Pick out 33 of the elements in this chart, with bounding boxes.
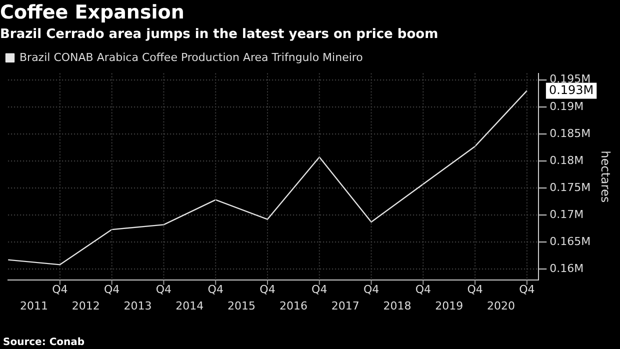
y-tick-label: 0.175M (550, 180, 591, 194)
y-tick-label: 0.16M (550, 262, 584, 275)
source-note: Source: Conab (3, 337, 85, 348)
annotation: Q4 (156, 283, 172, 296)
legend-label: Brazil CONAB Arabica Coffee Production Area Trifngulo Mineiro (20, 50, 364, 64)
annotation: Q4 (52, 283, 68, 296)
annotation: Q4 (104, 283, 120, 296)
x-tick-label: 2011 (20, 299, 48, 312)
x-tick-label: 2014 (176, 299, 204, 312)
annotation: Q4 (467, 283, 483, 296)
chart-subtitle: Brazil Cerrado area jumps in the latest years on price boom (0, 26, 438, 42)
y-tick-label: 0.185M (550, 126, 591, 140)
y-tick-label: 0.19M (550, 100, 584, 113)
annotation: Q4 (519, 283, 535, 296)
y-tick-label: 0.165M (550, 234, 591, 248)
annotation: Q4 (415, 283, 431, 296)
x-tick-label: 2020 (487, 299, 515, 312)
chart-title: Coffee Expansion (0, 1, 184, 24)
annotation: Q4 (208, 283, 224, 296)
x-tick-label: 2018 (383, 299, 412, 312)
x-tick-label: 2016 (279, 299, 308, 312)
x-tick-label: 2019 (435, 299, 464, 312)
x-tick-label: 2017 (331, 299, 360, 312)
y-tick-label: 0.18M (550, 154, 584, 167)
annotation: Q4 (260, 283, 276, 296)
annotation: Q4 (312, 283, 328, 296)
x-tick-label: 2013 (124, 299, 152, 312)
annotation: 0.193M (548, 82, 594, 97)
y-tick-label: 0.17M (550, 208, 584, 221)
x-tick-label: 2015 (228, 299, 256, 312)
x-tick-label: 2012 (72, 299, 100, 312)
annotation: Q4 (363, 283, 380, 296)
y-axis-title: hectares (598, 150, 613, 203)
